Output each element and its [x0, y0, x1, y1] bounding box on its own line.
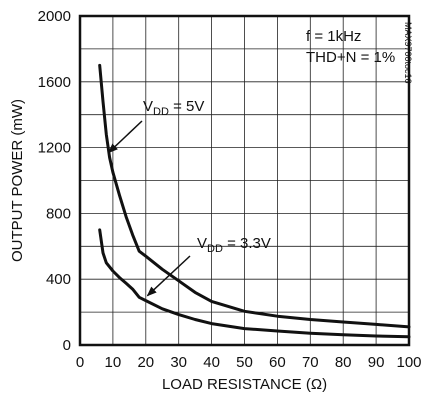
callout-arrow	[107, 120, 143, 154]
y-tick-label: 2000	[38, 8, 71, 25]
y-axis-title: OUTPUT POWER (mW)	[9, 99, 26, 262]
x-tick-label: 90	[368, 354, 385, 371]
series-label-vdd-5v: VDD = 5V	[143, 98, 204, 118]
x-tick-label: 70	[302, 354, 319, 371]
y-tick-label: 400	[46, 271, 71, 288]
x-axis-title: LOAD RESISTANCE (Ω)	[162, 376, 327, 393]
figure-code-label: MAX9700toc16	[403, 22, 413, 84]
x-tick-label: 100	[396, 354, 421, 371]
y-tick-label: 1200	[38, 140, 71, 157]
plot-frame	[78, 14, 411, 347]
y-tick-label: 0	[63, 337, 71, 354]
tick-labels: 0 10 20 30 40 50 60 70 80 90 100 0 400 800 1200 1600 200…	[38, 8, 422, 371]
x-tick-label: 0	[76, 354, 84, 371]
series-line-vdd-5v	[98, 63, 411, 329]
series-labels: VDD = 5V VDD = 3.3V	[107, 98, 271, 297]
condition-thd: THD+N = 1%	[306, 49, 395, 66]
grid	[80, 16, 409, 345]
x-tick-label: 20	[137, 354, 154, 371]
x-tick-label: 80	[335, 354, 352, 371]
y-tick-label: 800	[46, 205, 71, 222]
x-tick-label: 60	[269, 354, 286, 371]
x-tick-label: 50	[236, 354, 253, 371]
x-tick-label: 40	[203, 354, 220, 371]
curves	[98, 63, 411, 339]
series-line-vdd-3v3	[98, 228, 411, 339]
series-label-vdd-3v3: VDD = 3.3V	[197, 235, 271, 255]
y-tick-label: 1600	[38, 74, 71, 91]
x-tick-label: 10	[105, 354, 122, 371]
condition-frequency: f = 1kHz	[306, 28, 361, 45]
x-tick-label: 30	[170, 354, 187, 371]
callout-arrow	[146, 255, 191, 297]
